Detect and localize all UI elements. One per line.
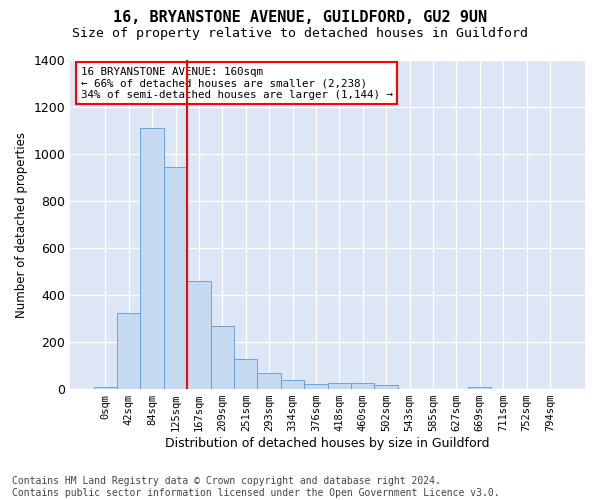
- Bar: [257, 372, 281, 389]
- Bar: [234, 358, 257, 389]
- Bar: [281, 380, 304, 389]
- Y-axis label: Number of detached properties: Number of detached properties: [15, 132, 28, 318]
- Bar: [117, 312, 140, 389]
- Text: Contains HM Land Registry data © Crown copyright and database right 2024.
Contai: Contains HM Land Registry data © Crown c…: [12, 476, 500, 498]
- Bar: [374, 385, 398, 389]
- Text: 16, BRYANSTONE AVENUE, GUILDFORD, GU2 9UN: 16, BRYANSTONE AVENUE, GUILDFORD, GU2 9U…: [113, 10, 487, 25]
- Bar: [211, 326, 234, 389]
- Bar: [304, 384, 328, 389]
- Bar: [140, 128, 164, 389]
- Bar: [328, 383, 351, 389]
- X-axis label: Distribution of detached houses by size in Guildford: Distribution of detached houses by size …: [166, 437, 490, 450]
- Text: 16 BRYANSTONE AVENUE: 160sqm
← 66% of detached houses are smaller (2,238)
34% of: 16 BRYANSTONE AVENUE: 160sqm ← 66% of de…: [80, 66, 392, 100]
- Bar: [164, 167, 187, 389]
- Text: Size of property relative to detached houses in Guildford: Size of property relative to detached ho…: [72, 28, 528, 40]
- Bar: [351, 383, 374, 389]
- Bar: [187, 281, 211, 389]
- Bar: [468, 386, 491, 389]
- Bar: [94, 386, 117, 389]
